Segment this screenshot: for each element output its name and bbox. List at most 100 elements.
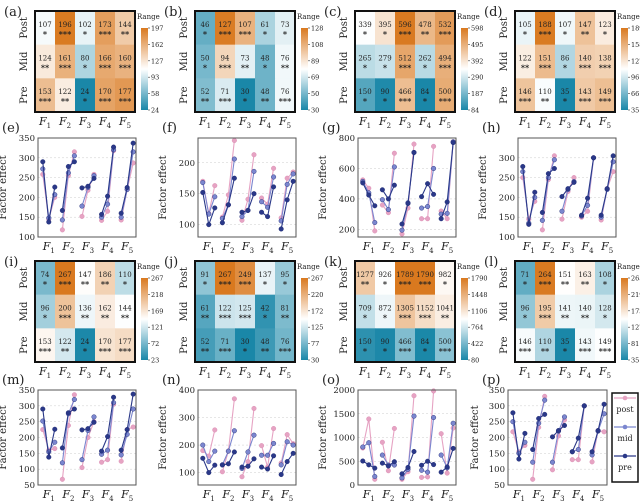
heatmap-cell [555,261,576,295]
heatmap-cell [595,44,616,79]
factor-letter: F [421,240,430,253]
colorbar-tick-label: 128 [311,25,323,33]
cell-value: 73 [281,21,290,29]
heatmap-cell [435,44,456,79]
cell-significance: *** [239,279,252,289]
factor-subscript: 1 [527,122,531,130]
factor-subscript: 3 [250,495,254,502]
data-point-post [539,227,545,233]
cell-significance: ** [241,63,250,73]
y-tick-label: 50 [24,481,35,491]
cell-significance: *** [239,313,252,323]
data-point-post [99,459,105,465]
data-point-pre [366,192,372,198]
panel-label: (g) [322,121,340,136]
factor-subscript: 4 [429,247,434,255]
factor-letter: F [518,365,527,378]
data-point-pre [431,191,437,197]
cell-significance: ** [101,313,110,323]
factor-label: F2 [532,488,545,502]
data-point-pre [438,469,444,475]
legend-marker-post [622,395,628,401]
heatmap-cell [35,11,56,45]
cell-value: 494 [438,55,452,63]
factor-letter: F [118,365,127,378]
heatmap-cell [255,294,276,329]
cell-value: 95 [281,271,290,279]
data-point-pre [522,430,528,436]
cell-significance: * [363,346,368,356]
data-point-post [366,416,372,422]
cell-value: 76 [281,88,290,96]
colorbar-tick-label: 218 [151,291,163,299]
factor-label: F4 [418,365,432,380]
colorbar-tick-label: 764 [471,324,483,332]
y-axis-label: Factor effect [318,405,329,469]
factor-label: F1 [522,240,535,255]
factor-subscript: 2 [547,122,551,130]
y-tick-label: 800 [339,134,355,144]
cell-value: 52 [201,88,210,96]
colorbar-tick-label: 127 [631,57,640,65]
factor-letter: F [591,488,600,501]
heatmap-cell [435,261,456,295]
factor-label: F1 [198,365,211,380]
cell-value: 90 [381,88,390,96]
factor-letter: F [202,488,211,501]
data-point-post [59,227,65,233]
factor-label: F2 [221,240,234,255]
colorbar-tick-label: 1448 [471,291,488,299]
cell-value: 76 [281,55,290,63]
data-point-post [79,213,85,219]
data-point-pre [555,428,561,434]
cell-significance: ** [121,29,130,39]
factor-subscript: 5 [289,247,293,255]
factor-letter: F [421,488,430,501]
cell-significance: *** [439,346,452,356]
panel-label: (e) [2,121,20,136]
cell-value: 249 [238,271,251,279]
row-label: Post [339,267,350,289]
data-point-pre [405,200,411,206]
factor-subscript: 3 [567,122,571,130]
heatmap-cell [535,78,556,113]
data-point-pre [549,434,555,440]
panel-j: (j)91*267***249***137*95*61**122***125**… [164,255,323,380]
factor-subscript: 2 [70,247,74,255]
data-point-pre [65,164,71,170]
panel-label: (o) [322,373,340,388]
colorbar [461,28,468,110]
cell-significance: ** [201,96,210,106]
data-point-post [231,137,237,143]
factor-letter: F [61,240,70,253]
data-point-mid [271,174,277,180]
data-point-mid [379,452,385,458]
cell-significance: *** [99,63,112,73]
cell-significance: *** [219,313,232,323]
heatmap-cell [215,261,236,295]
cell-significance: *** [59,63,72,73]
factor-label: F1 [42,240,55,255]
heatmap-cell [55,261,76,295]
factor-subscript: 3 [87,372,91,380]
data-point-pre [65,410,71,416]
data-point-mid [59,217,65,223]
factor-letter: F [58,115,67,128]
cell-significance: *** [39,96,52,106]
cell-value: 73 [241,55,250,63]
axes-frame [37,389,137,486]
factor-label: F1 [362,240,375,255]
factor-subscript: 5 [129,495,133,502]
data-point-mid [419,205,425,211]
cell-value: 91 [201,271,210,279]
data-point-post [419,216,425,222]
factor-letter: F [238,365,247,378]
data-point-mid [79,203,85,209]
factor-label: F4 [578,365,592,380]
factor-letter: F [258,365,267,378]
data-point-pre [99,211,105,217]
heatmap-cell [535,11,556,45]
cell-value: 128 [598,305,611,313]
factor-letter: F [120,240,129,253]
